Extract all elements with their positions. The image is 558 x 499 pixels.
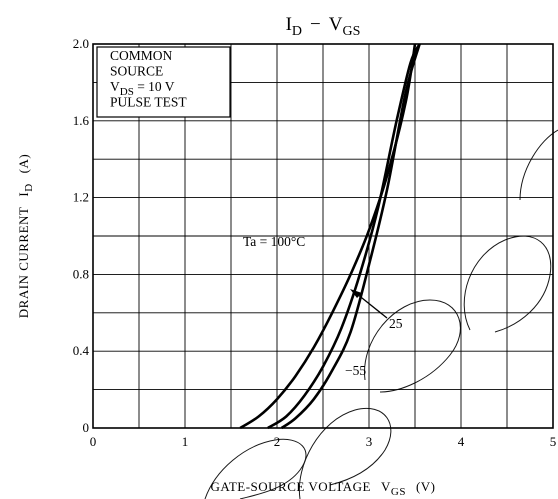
y-tick-label: 1.2 [73, 190, 89, 205]
x-tick-label: 1 [182, 434, 189, 449]
y-tick-label: 2.0 [73, 36, 89, 51]
x-tick-label: 0 [90, 434, 97, 449]
y-tick-label: 1.6 [73, 113, 90, 128]
watermark [204, 129, 558, 499]
grid-lines [93, 44, 553, 428]
conditions-text: COMMON SOURCE VDS = 10 V PULSE TEST [110, 48, 187, 110]
x-axis-label: GATE-SOURCE VOLTAGE VGS (V) [211, 479, 436, 498]
x-tick-label: 5 [550, 434, 557, 449]
y-tick-labels: 0 0.4 0.8 1.2 1.6 2.0 [73, 36, 90, 435]
x-tick-label: 2 [274, 434, 281, 449]
conditions-box [96, 46, 231, 118]
label-25-leader [356, 293, 388, 319]
x-tick-label: 4 [458, 434, 465, 449]
y-tick-label: 0 [83, 420, 90, 435]
y-tick-label: 0.4 [73, 343, 90, 358]
y-tick-label: 0.8 [73, 266, 89, 281]
x-tick-label: 3 [366, 434, 373, 449]
chart-title: ID − VGS [286, 14, 361, 39]
label-25-arrowhead [350, 289, 362, 298]
curve-ta-minus-55 [280, 43, 421, 430]
label-minus-55: −55 [345, 363, 366, 378]
x-tick-labels: 0 1 2 3 4 5 [90, 434, 557, 449]
y-axis-label: DRAIN CURRENTID(A) [16, 154, 35, 318]
label-25: 25 [389, 316, 403, 331]
label-ta-100: Ta = 100°C [243, 234, 305, 249]
